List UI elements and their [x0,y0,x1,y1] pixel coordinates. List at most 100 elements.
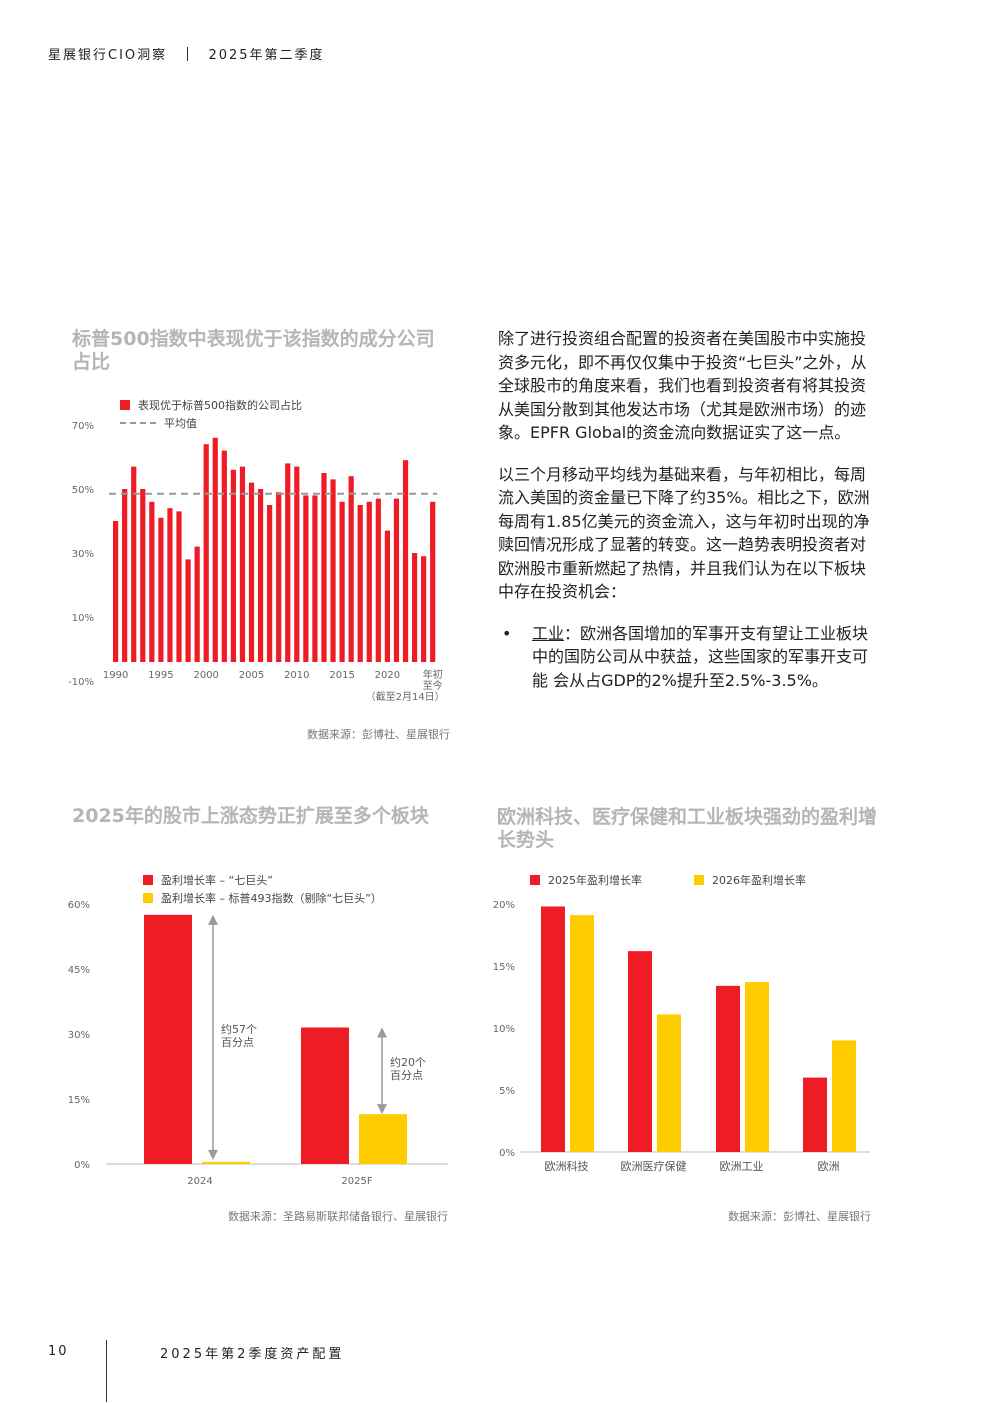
y-tick-label: 45% [68,965,90,976]
bar [357,505,363,662]
arrow-up-icon [208,914,218,925]
bar [144,914,192,1164]
bar [276,492,282,662]
bar [301,1027,349,1164]
bar [375,498,381,662]
chart1-source: 数据来源：彭博社、星展银行 [307,728,450,741]
chart3-legend-2025-label: 2025年盈利增长率 [548,874,642,887]
y-tick-label: 15% [68,1095,90,1106]
arrow-up-icon [377,1027,387,1038]
y-tick-label: 70% [72,421,94,432]
x-tick-label: 2005 [239,670,264,681]
bar [131,466,137,662]
chart2-legend-sp493: 盈利增长率 – 标普493指数（剔除“七巨头”） [143,889,382,907]
chart2-title: 2025年的股市上涨态势正扩展至多个板块 [72,805,429,827]
y-tick-label: 10% [72,613,94,624]
chart1-legend: 表现优于标普500指数的公司占比 平均值 [120,396,302,432]
y-tick-label: 30% [68,1030,90,1041]
footer-divider [106,1340,107,1402]
chart1-title: 标普500指数中表现优于该指数的成分公司占比 [72,328,435,373]
arrow-down-icon [377,1104,387,1115]
legend-red-swatch [530,875,540,885]
gap-annotation-2024: 约57个百分点 [221,1023,257,1049]
bar [203,444,209,662]
chart3-source: 数据来源：彭博社、星展银行 [728,1210,871,1223]
chart3-plot: 20% 15% 10% 5% 0% 欧洲科技 欧洲医疗保健 欧洲工业 欧洲 [493,900,870,1173]
page-header: 星展银行CIO洞察 2025年第二季度 [48,44,325,63]
x-tick-label: 2025F [341,1176,372,1187]
gap-annotation-2025f: 约20个百分点 [390,1056,426,1082]
bar [628,951,652,1152]
bar [212,437,218,662]
bar [149,501,155,662]
chart1-legend-avg: 平均值 [120,414,302,432]
legend-red-swatch [120,400,130,410]
bar [248,482,255,662]
legend-red-swatch [143,875,153,885]
bar [167,508,173,662]
header-brand: 星展银行CIO洞察 [48,48,168,63]
x-tick-label: 2024 [187,1176,212,1187]
bar [359,1114,407,1164]
y-tick-label: 0% [499,1148,515,1159]
bar [312,495,318,662]
chart3-legend-2026: 2026年盈利增长率 [694,871,806,889]
bar [384,530,390,662]
arrow-down-icon [208,1149,218,1160]
bar [303,495,309,662]
chart3-legend: 2025年盈利增长率 2026年盈利增长率 [530,871,870,889]
body-text: 除了进行投资组合配置的投资者在美国股市中实施投资多元化，即不再仅仅集中于投资“七… [498,327,874,692]
x-tick-label: 2010 [284,670,309,681]
paragraph-1: 除了进行投资组合配置的投资者在美国股市中实施投资多元化，即不再仅仅集中于投资“七… [498,329,867,442]
x-tick-label: 欧洲工业 [720,1160,764,1173]
bar [745,982,769,1152]
bar [402,460,409,662]
x-tick-label: 年初至今 [423,668,443,692]
x-tick-label: 2020 [375,670,400,681]
y-tick-label: 10% [493,1024,515,1035]
x-tick-label: 2015 [329,670,354,681]
bar [230,469,236,662]
y-tick-label: 15% [493,962,515,973]
bar [285,463,291,662]
y-tick-label: 60% [68,900,90,911]
bar [239,466,246,662]
y-tick-label: 5% [499,1086,515,1097]
bar [113,521,119,662]
bullet-title: 工业 [532,623,565,643]
header-period: 2025年第二季度 [208,48,325,63]
bar [221,450,227,662]
bar [430,501,436,662]
x-tick-label: 欧洲 [818,1160,840,1173]
bar [330,479,336,662]
chart1-plot: 70% 50% 30% 10% -10% 1990 1995 2000 2005 2010 201… [68,421,445,703]
y-tick-label: -10% [68,677,94,688]
chart3-title: 欧洲科技、医疗保健和工业板块强劲的盈利增长势头 [497,806,878,851]
chart1-legend-avg-label: 平均值 [164,417,197,430]
page-number: 10 [48,1344,69,1359]
bar [570,915,594,1152]
bar [176,511,182,662]
bullet-industrial: • 工业：欧洲各国增加的军事开支有望让工业板块中的国防公司从中获益，这些国家的军… [498,622,874,693]
bar [194,546,200,662]
bar [122,489,128,662]
legend-dashed-line [120,422,156,424]
x-tick-note: （截至2月14日） [366,690,445,703]
bar [185,559,191,662]
bar [339,501,345,662]
legend-yellow-swatch [694,875,704,885]
x-tick-label: 1990 [103,670,128,681]
bullet-text: ：欧洲各国增加的军事开支有望让工业板块中的国防公司从中获益，这些国家的军事开支可… [532,623,869,690]
bullet-mark: • [502,623,512,643]
bar [348,476,354,662]
x-tick-label: 欧洲科技 [545,1159,589,1173]
chart2-legend-mag7: 盈利增长率 – “七巨头” [143,871,382,889]
bar [294,466,300,662]
bar [541,906,565,1152]
bar [140,489,146,662]
y-tick-label: 30% [72,549,94,560]
footer-title: 2025年第2季度资产配置 [160,1347,345,1362]
chart2-legend-sp493-label: 盈利增长率 – 标普493指数（剔除“七巨头”） [161,892,382,905]
bar [411,553,418,662]
